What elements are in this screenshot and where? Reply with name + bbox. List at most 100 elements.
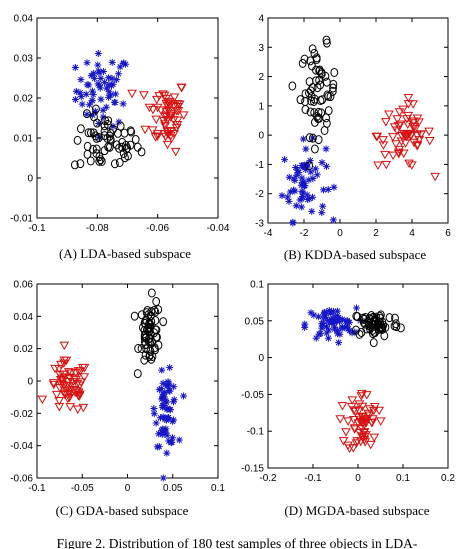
data-point — [298, 178, 306, 186]
data-point — [315, 313, 323, 321]
data-point — [331, 313, 339, 321]
y-tick-label: 0.04 — [14, 14, 34, 25]
data-point — [165, 113, 176, 123]
data-point — [104, 142, 112, 152]
data-point — [424, 127, 434, 137]
data-point — [54, 403, 65, 412]
data-point — [77, 364, 88, 373]
data-point — [406, 161, 417, 170]
data-point — [78, 100, 86, 108]
data-point — [371, 132, 382, 142]
x-tick-label: -0.2 — [259, 473, 277, 484]
data-point — [358, 413, 368, 422]
data-point — [355, 437, 366, 447]
data-point — [345, 318, 353, 326]
data-point — [95, 156, 104, 166]
data-point — [116, 121, 125, 131]
data-point — [160, 122, 171, 131]
data-point — [369, 338, 378, 348]
data-point — [116, 63, 124, 71]
x-tick-label: 6 — [445, 228, 451, 239]
data-point — [299, 192, 307, 200]
data-point — [305, 161, 314, 171]
data-point — [306, 157, 314, 165]
data-point — [123, 143, 132, 153]
data-point — [158, 366, 166, 374]
data-point — [137, 147, 146, 157]
data-point — [97, 74, 105, 82]
data-point — [59, 341, 70, 351]
series-plus-markers — [71, 50, 130, 141]
data-point — [338, 437, 349, 446]
data-point — [357, 424, 367, 434]
y-tick-label: 0 — [27, 377, 33, 388]
data-point — [393, 149, 404, 159]
data-point — [162, 398, 170, 406]
data-point — [159, 474, 167, 482]
data-point — [361, 391, 372, 400]
data-point — [298, 58, 307, 68]
data-point — [88, 87, 96, 95]
data-point — [157, 385, 165, 393]
data-point — [385, 313, 394, 323]
data-point — [306, 86, 315, 96]
data-point — [151, 95, 162, 105]
data-point — [119, 100, 127, 108]
data-point — [86, 156, 95, 166]
data-point — [365, 320, 374, 330]
data-point — [318, 159, 326, 167]
data-point — [308, 207, 316, 215]
data-point — [51, 390, 62, 400]
data-point — [341, 323, 349, 331]
data-point — [316, 330, 324, 338]
data-point — [329, 216, 337, 224]
data-point — [161, 427, 169, 435]
y-tick-label: -0.05 — [241, 390, 264, 401]
data-point — [91, 131, 100, 141]
data-point — [159, 401, 167, 409]
data-point — [303, 162, 311, 170]
data-point — [404, 159, 414, 169]
data-point — [145, 351, 154, 361]
data-point — [349, 424, 360, 433]
data-point — [152, 297, 161, 307]
data-point — [158, 431, 166, 439]
data-point — [404, 129, 415, 139]
data-point — [84, 128, 93, 138]
data-point — [58, 381, 69, 391]
data-point — [156, 106, 166, 115]
data-point — [162, 101, 173, 111]
data-point — [166, 111, 177, 120]
plot-frame — [36, 17, 219, 219]
data-point — [89, 111, 97, 119]
data-point — [113, 128, 122, 138]
data-point — [360, 318, 369, 328]
x-tick-label: -0.06 — [146, 223, 169, 234]
data-point — [144, 103, 155, 113]
data-point — [133, 142, 142, 152]
data-point — [278, 192, 286, 200]
y-tick-label: 0 — [27, 174, 33, 185]
data-point — [48, 379, 59, 388]
data-point — [366, 324, 374, 334]
data-point — [394, 108, 405, 117]
data-point — [315, 75, 323, 85]
data-point — [169, 398, 177, 406]
data-point — [173, 107, 184, 116]
data-point — [381, 118, 391, 127]
data-point — [95, 67, 103, 75]
data-point — [403, 100, 414, 109]
data-point — [291, 176, 299, 184]
data-point — [73, 135, 82, 145]
data-point — [168, 116, 179, 125]
data-point — [298, 195, 306, 203]
data-point — [100, 126, 109, 136]
data-point — [94, 50, 102, 58]
data-point — [323, 38, 331, 48]
data-point — [314, 107, 323, 117]
data-point — [322, 77, 331, 87]
data-point — [90, 112, 98, 122]
data-point — [343, 322, 351, 330]
data-point — [97, 95, 105, 103]
data-point — [118, 142, 126, 152]
